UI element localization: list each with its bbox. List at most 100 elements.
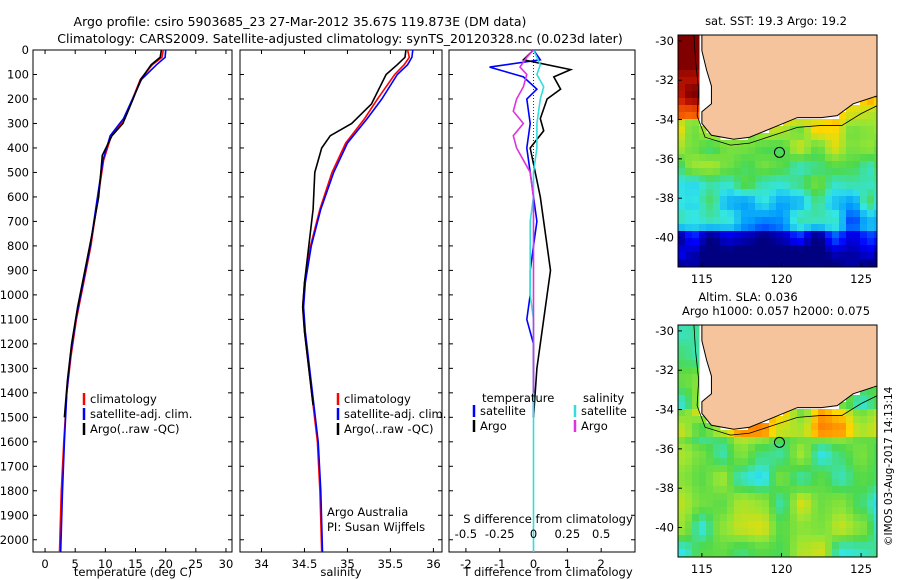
- map-cell: [860, 140, 868, 148]
- map-cell: [818, 224, 826, 232]
- map-cell: [748, 224, 756, 232]
- map-cell: [692, 252, 700, 260]
- map-cell: [874, 472, 877, 480]
- map-cell: [818, 175, 826, 183]
- map-cell: [832, 479, 840, 487]
- map-cell: [734, 486, 742, 494]
- map-cell: [727, 238, 735, 246]
- map-cell: [769, 259, 777, 267]
- map-cell: [678, 133, 686, 141]
- map-cell: [818, 486, 826, 494]
- map-cell: [846, 465, 854, 473]
- map-cell: [699, 189, 707, 197]
- map-cell: [846, 535, 854, 543]
- sst-map-panel: sat. SST: 19.3 Argo: 19.2 115 120 125 -30 -3…: [655, 14, 878, 286]
- map-cell: [741, 182, 749, 190]
- map-cell: [846, 514, 854, 522]
- map-y-tick-label: -34: [655, 403, 674, 417]
- map-cell: [818, 479, 826, 487]
- x-tick-label: -1: [494, 557, 505, 571]
- map-cell: [685, 339, 693, 347]
- map-cell: [734, 189, 742, 197]
- map-cell: [685, 210, 693, 218]
- map-cell: [762, 196, 770, 204]
- salinity-y-ticks: [240, 49, 442, 541]
- map-cell: [727, 154, 735, 162]
- map-cell: [706, 175, 714, 183]
- map-cell: [839, 140, 847, 148]
- map-cell: [853, 409, 861, 417]
- map-cell: [755, 472, 763, 480]
- map-cell: [713, 549, 721, 557]
- map-cell: [762, 189, 770, 197]
- map-cell: [839, 119, 847, 127]
- map-cell: [867, 479, 875, 487]
- map-cell: [706, 437, 714, 445]
- map-cell: [783, 238, 791, 246]
- map-cell: [874, 154, 877, 162]
- map-cell: [839, 203, 847, 211]
- map-cell: [860, 465, 868, 473]
- map-cell: [825, 479, 833, 487]
- map-cell: [706, 479, 714, 487]
- sla-land-mass: [701, 325, 877, 430]
- map-cell: [846, 112, 854, 120]
- map-cell: [839, 147, 847, 155]
- map-cell: [706, 514, 714, 522]
- map-cell: [692, 175, 700, 183]
- map-cell: [741, 500, 749, 508]
- map-cell: [867, 521, 875, 529]
- y-tick-label: 500: [7, 165, 29, 179]
- temperature-y-ticks: 0 100 200 300 400 500 600 700 800 900 1000 1100 1200…: [0, 43, 232, 547]
- map-cell: [832, 493, 840, 501]
- map-cell: [699, 238, 707, 246]
- map-cell: [797, 409, 805, 417]
- map-cell: [797, 535, 805, 543]
- map-cell: [776, 458, 784, 466]
- map-cell: [867, 486, 875, 494]
- map-cell: [706, 224, 714, 232]
- map-cell: [867, 217, 875, 225]
- map-cell: [867, 161, 875, 169]
- map-cell: [748, 231, 756, 239]
- map-y-tick-label: -40: [655, 231, 674, 245]
- map-cell: [776, 147, 784, 155]
- map-cell: [867, 189, 875, 197]
- map-cell: [713, 161, 721, 169]
- map-cell: [804, 451, 812, 459]
- map-cell: [748, 549, 756, 557]
- map-cell: [685, 168, 693, 176]
- map-cell: [706, 238, 714, 246]
- map-cell: [678, 360, 686, 368]
- map-cell: [783, 451, 791, 459]
- y-tick-label: 1700: [0, 459, 29, 473]
- map-cell: [678, 98, 686, 106]
- map-cell: [769, 175, 777, 183]
- difference-x-ticks: -2 -1 0 1 2: [449, 49, 635, 571]
- map-cell: [776, 210, 784, 218]
- map-cell: [692, 245, 700, 253]
- map-cell: [755, 252, 763, 260]
- map-cell: [818, 231, 826, 239]
- map-cell: [853, 535, 861, 543]
- difference-legend-sal-satellite: satellite: [581, 404, 627, 418]
- map-cell: [832, 528, 840, 536]
- map-cell: [678, 500, 686, 508]
- map-cell: [853, 203, 861, 211]
- map-cell: [678, 245, 686, 253]
- map-cell: [804, 458, 812, 466]
- map-cell: [783, 217, 791, 225]
- map-cell: [825, 238, 833, 246]
- map-cell: [818, 245, 826, 253]
- map-cell: [804, 231, 812, 239]
- map-y-tick-label: -40: [655, 521, 674, 535]
- map-cell: [818, 203, 826, 211]
- map-cell: [769, 133, 777, 141]
- map-cell: [713, 458, 721, 466]
- map-cell: [727, 147, 735, 155]
- map-cell: [776, 196, 784, 204]
- map-cell: [678, 479, 686, 487]
- map-cell: [804, 437, 812, 445]
- map-cell: [692, 77, 700, 85]
- map-cell: [811, 231, 819, 239]
